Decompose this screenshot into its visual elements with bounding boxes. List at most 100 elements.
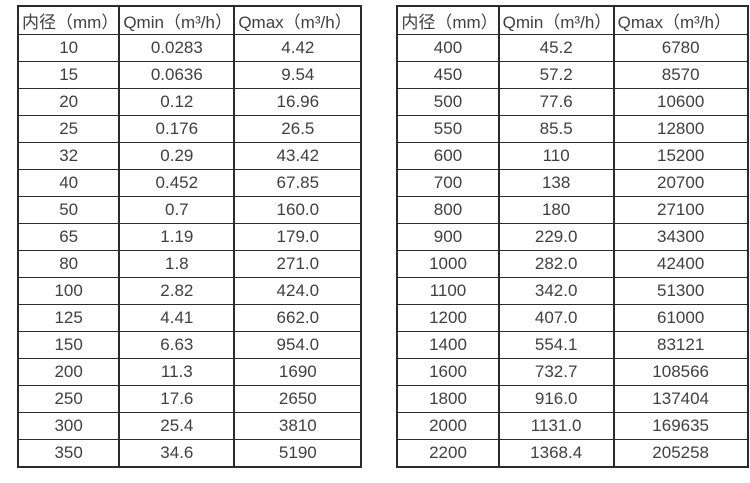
flow-rate-table-large-diameters: 内径（mm） Qmin（m³/h） Qmax（m³/h） 400 45.2 6780… [396,5,749,468]
table-row: 10 0.0283 4.42 [16,34,363,62]
diameter-cell: 450 [396,61,500,89]
header-diameter: 内径（mm） [16,5,121,35]
qmax-cell: 179.0 [233,223,363,251]
qmax-cell: 34300 [612,223,749,251]
diameter-cell: 125 [16,304,121,332]
diameter-cell: 800 [396,196,500,224]
qmax-cell: 26.5 [233,115,363,143]
diameter-cell: 32 [16,142,121,170]
qmin-cell: 77.6 [497,88,615,116]
table-row: 800 180 27100 [396,196,749,224]
header-diameter: 内径（mm） [396,5,500,35]
qmax-cell: 83121 [612,331,749,359]
qmin-cell: 110 [497,142,615,170]
diameter-cell: 700 [396,169,500,197]
qmin-cell: 0.12 [118,88,236,116]
header-qmin: Qmin（m³/h） [118,5,236,35]
qmin-cell: 0.176 [118,115,236,143]
diameter-cell: 900 [396,223,500,251]
qmax-cell: 9.54 [233,61,363,89]
tables-layout: 内径（mm） Qmin（m³/h） Qmax（m³/h） 10 0.0283 4.4… [16,5,749,468]
table-row: 65 1.19 179.0 [16,223,363,251]
diameter-cell: 65 [16,223,121,251]
qmax-cell: 51300 [612,277,749,305]
qmin-cell: 916.0 [497,385,615,413]
qmin-cell: 180 [497,196,615,224]
qmin-cell: 2.82 [118,277,236,305]
header-row: 内径（mm） Qmin（m³/h） Qmax（m³/h） [16,5,363,35]
table-row: 600 110 15200 [396,142,749,170]
diameter-cell: 1600 [396,358,500,386]
qmax-cell: 1690 [233,358,363,386]
diameter-cell: 40 [16,169,121,197]
qmin-cell: 34.6 [118,439,236,467]
header-qmax: Qmax（m³/h） [612,5,749,35]
qmin-cell: 25.4 [118,412,236,440]
table-row: 1100 342.0 51300 [396,277,749,305]
diameter-cell: 100 [16,277,121,305]
qmax-cell: 10600 [612,88,749,116]
qmin-cell: 407.0 [497,304,615,332]
qmax-cell: 160.0 [233,196,363,224]
qmax-cell: 16.96 [233,88,363,116]
qmin-cell: 85.5 [497,115,615,143]
table-row: 200 11.3 1690 [16,358,363,386]
qmax-cell: 20700 [612,169,749,197]
header-qmax: Qmax（m³/h） [233,5,363,35]
qmax-cell: 424.0 [233,277,363,305]
header-row: 内径（mm） Qmin（m³/h） Qmax（m³/h） [396,5,749,35]
table-row: 150 6.63 954.0 [16,331,363,359]
table-row: 900 229.0 34300 [396,223,749,251]
qmax-cell: 12800 [612,115,749,143]
diameter-cell: 150 [16,331,121,359]
table-row: 1800 916.0 137404 [396,385,749,413]
table-row: 32 0.29 43.42 [16,142,363,170]
qmin-cell: 138 [497,169,615,197]
qmin-cell: 732.7 [497,358,615,386]
table-row: 500 77.6 10600 [396,88,749,116]
diameter-cell: 550 [396,115,500,143]
qmin-cell: 17.6 [118,385,236,413]
diameter-cell: 1400 [396,331,500,359]
table-row: 250 17.6 2650 [16,385,363,413]
qmax-cell: 954.0 [233,331,363,359]
diameter-cell: 400 [396,34,500,62]
diameter-cell: 15 [16,61,121,89]
qmax-cell: 169635 [612,412,749,440]
qmin-cell: 11.3 [118,358,236,386]
qmin-cell: 1368.4 [497,439,615,467]
table-row: 1000 282.0 42400 [396,250,749,278]
diameter-cell: 300 [16,412,121,440]
diameter-cell: 1200 [396,304,500,332]
diameter-cell: 250 [16,385,121,413]
diameter-cell: 1100 [396,277,500,305]
qmin-cell: 4.41 [118,304,236,332]
table-row: 100 2.82 424.0 [16,277,363,305]
diameter-cell: 2200 [396,439,500,467]
qmax-cell: 61000 [612,304,749,332]
diameter-cell: 2000 [396,412,500,440]
table-row: 450 57.2 8570 [396,61,749,89]
diameter-cell: 600 [396,142,500,170]
qmax-cell: 27100 [612,196,749,224]
qmin-cell: 554.1 [497,331,615,359]
qmin-cell: 57.2 [497,61,615,89]
table-row: 2000 1131.0 169635 [396,412,749,440]
diameter-cell: 25 [16,115,121,143]
qmin-cell: 282.0 [497,250,615,278]
qmin-cell: 1.8 [118,250,236,278]
diameter-cell: 1800 [396,385,500,413]
qmin-cell: 0.29 [118,142,236,170]
qmax-cell: 15200 [612,142,749,170]
qmax-cell: 5190 [233,439,363,467]
qmax-cell: 43.42 [233,142,363,170]
diameter-cell: 50 [16,196,121,224]
table-row: 300 25.4 3810 [16,412,363,440]
qmax-cell: 8570 [612,61,749,89]
header-qmin: Qmin（m³/h） [497,5,615,35]
qmax-cell: 662.0 [233,304,363,332]
table-row: 400 45.2 6780 [396,34,749,62]
qmax-cell: 137404 [612,385,749,413]
qmax-cell: 6780 [612,34,749,62]
table-row: 2200 1368.4 205258 [396,439,749,467]
